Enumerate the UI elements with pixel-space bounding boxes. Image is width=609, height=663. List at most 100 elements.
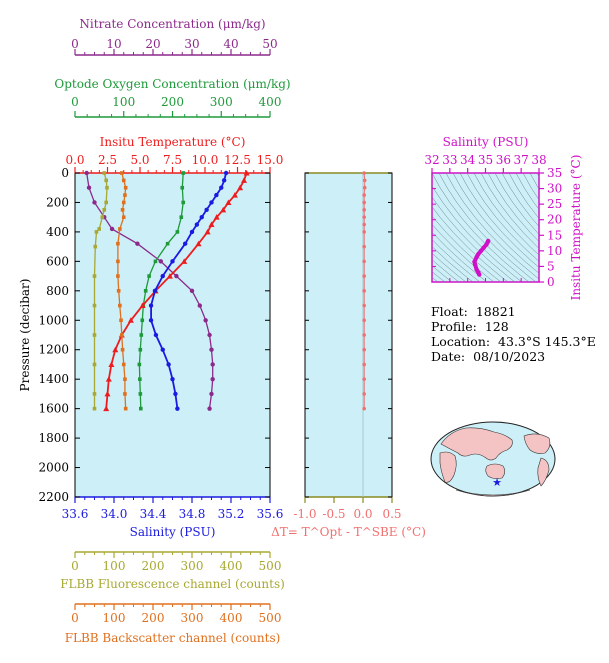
pressure-axis-title: Pressure (decibar) xyxy=(18,279,32,392)
nitrate-tick-label: 40 xyxy=(223,37,238,51)
float-location-star: ★ xyxy=(492,476,502,489)
temperature-tick-label: 5.0 xyxy=(130,153,149,167)
data-point-delta-t xyxy=(362,222,366,227)
nitrate-tick-label: 20 xyxy=(145,37,160,51)
data-point-temperature xyxy=(213,214,220,220)
ts-contour xyxy=(487,173,539,242)
backscatter-tick-label: 100 xyxy=(103,611,126,625)
data-point-delta-t xyxy=(362,303,366,308)
ts-contour xyxy=(501,173,539,227)
temperature-axis: 0.0 2.5 5.0 7.5 10.0 12.5 15.0 Insitu Temperatu… xyxy=(65,135,284,174)
ts-contour xyxy=(508,173,539,219)
data-point-fluorescence xyxy=(94,230,99,234)
ts-contour xyxy=(494,173,539,235)
map-land-australia xyxy=(485,463,506,479)
data-point-salinity xyxy=(175,406,180,411)
data-point-temperature xyxy=(195,240,202,247)
pressure-tick-label: 1000 xyxy=(38,313,69,327)
map-land-eurasia xyxy=(440,427,513,461)
temperature-tick-label: 12.5 xyxy=(224,153,251,167)
data-point-oxygen xyxy=(137,362,142,367)
data-point-nitrate xyxy=(135,241,140,246)
fluorescence-tick-label: 100 xyxy=(103,559,126,573)
ts-y-tick-label: 0 xyxy=(547,275,555,289)
backscatter-axis-title: FLBB Backscatter channel (counts) xyxy=(65,631,281,645)
data-point-temperature xyxy=(127,317,134,323)
data-point-fluorescence xyxy=(105,185,109,190)
salinity-axis-title: Salinity (PSU) xyxy=(130,525,216,539)
data-point-ts xyxy=(476,251,481,257)
delta-t-tick-label: 0.5 xyxy=(382,507,401,521)
data-point-salinity xyxy=(166,362,171,367)
data-point-salinity xyxy=(199,214,204,220)
data-point-temperature xyxy=(103,405,110,412)
data-point-temperature xyxy=(237,184,244,191)
data-point-fluorescence xyxy=(92,406,97,411)
ts-y-tick-label: 5 xyxy=(547,259,555,273)
data-point-temperature xyxy=(105,376,112,382)
profile-value: 128 xyxy=(484,319,509,334)
ts-contour xyxy=(432,265,453,282)
data-point-backscatter xyxy=(121,178,126,183)
map-land-antarctica xyxy=(455,489,531,497)
data-point-ts xyxy=(481,245,486,250)
ts-contour xyxy=(432,196,516,282)
ts-contour xyxy=(432,271,446,282)
ts-contour xyxy=(522,173,539,201)
main-series-group xyxy=(84,170,250,412)
world-map: ★ xyxy=(430,421,556,497)
float-label: Float: xyxy=(431,304,468,319)
data-point-nitrate xyxy=(84,170,89,176)
data-point-delta-t xyxy=(362,347,366,352)
pressure-tick-label: 0 xyxy=(61,166,69,180)
data-point-temperature xyxy=(241,177,247,183)
ts-x-tick-label: 33 xyxy=(442,153,457,167)
temperature-axis-title: Insitu Temperature (°C) xyxy=(100,135,246,149)
data-point-delta-t xyxy=(362,208,366,212)
float-value: 18821 xyxy=(475,304,516,319)
nitrate-tick-label: 0 xyxy=(71,37,79,51)
data-point-backscatter xyxy=(121,215,126,219)
backscatter-tick-label: 500 xyxy=(259,611,282,625)
data-point-nitrate xyxy=(210,362,215,367)
data-point-salinity xyxy=(148,303,154,308)
data-point-fluorescence xyxy=(104,200,108,205)
data-point-fluorescence xyxy=(100,215,105,219)
temperature-tick-label: 2.5 xyxy=(98,153,117,167)
data-point-backscatter xyxy=(116,289,121,293)
temperature-tick-label: 15.0 xyxy=(257,153,284,167)
ts-contour xyxy=(432,246,474,282)
oxygen-tick-label: 100 xyxy=(112,95,135,109)
salinity-axis: 33.6 34.0 34.4 34.8 35.2 35.6 Salinity (PSU) xyxy=(62,496,283,539)
ts-series-group xyxy=(472,238,491,277)
data-point-nitrate xyxy=(158,259,163,264)
data-point-backscatter xyxy=(118,303,122,308)
data-point-temperature xyxy=(208,221,215,228)
data-point-delta-t xyxy=(362,318,366,323)
data-point-salinity xyxy=(160,347,165,352)
backscatter-axis: 0 100 200 300 400 500 FLBB Backscatter channel… xyxy=(65,603,282,645)
data-point-salinity xyxy=(160,273,165,279)
data-point-nitrate xyxy=(210,376,215,382)
data-point-salinity xyxy=(223,170,229,176)
ts-contour xyxy=(432,259,460,282)
data-point-temperature xyxy=(225,199,232,205)
data-point-oxygen xyxy=(139,333,144,337)
ts-contour xyxy=(432,277,439,282)
pressure-tick-label: 1200 xyxy=(38,343,69,357)
data-point-delta-t xyxy=(362,392,366,396)
data-point-oxygen xyxy=(138,377,142,381)
map-land-south-america xyxy=(537,457,550,487)
data-point-backscatter xyxy=(123,193,127,197)
fluorescence-tick-label: 200 xyxy=(142,559,165,573)
data-point-delta-t xyxy=(362,193,366,197)
fluorescence-tick-label: 300 xyxy=(181,559,204,573)
data-point-salinity xyxy=(182,241,188,246)
fluorescence-axis: 0 100 200 300 400 500 FLBB Fluorescence channe… xyxy=(60,551,285,591)
data-point-delta-t xyxy=(362,171,366,175)
data-point-backscatter xyxy=(118,227,122,231)
data-point-ts xyxy=(472,259,477,264)
ts-y-tick-label: 25 xyxy=(547,197,562,211)
pressure-tick-label: 2000 xyxy=(38,461,69,475)
